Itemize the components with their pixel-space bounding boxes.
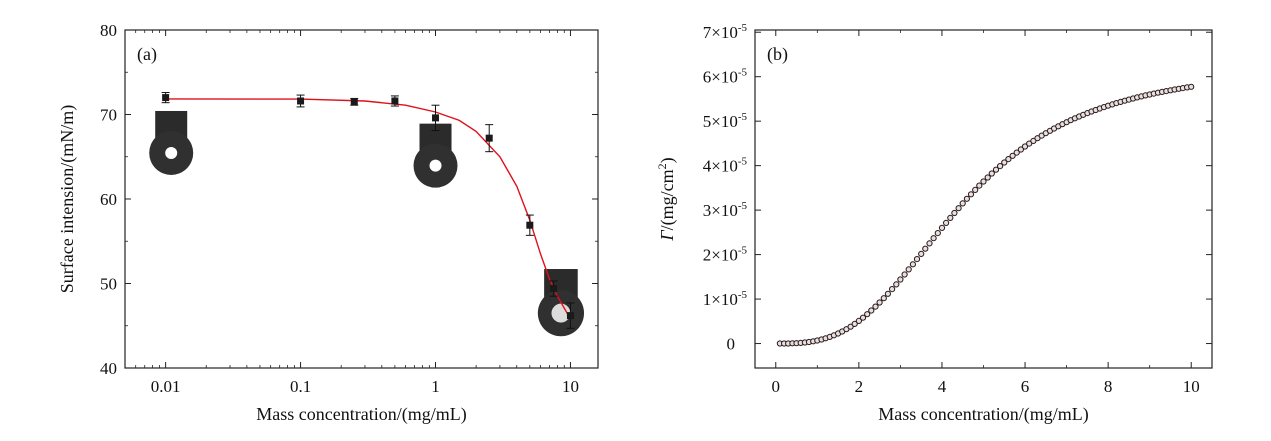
data-point-b [980,178,987,185]
data-point-b [872,303,879,310]
x-axis-title-b: Mass concentration/(mg/mL) [878,404,1088,425]
y-tick-label-b: 7×10-5 [703,22,748,42]
data-point-b [992,166,1000,173]
x-tick-label-b: 2 [855,377,864,396]
plot-frame-a [124,29,599,369]
y-tick-label-a: 50 [100,275,117,294]
data-point-b [984,174,991,181]
data-point-b [972,186,979,193]
data-point-b [959,200,966,207]
data-point-a [162,94,170,102]
data-point-b [1005,156,1012,163]
data-point-b [976,182,983,189]
data-point-b [988,170,995,177]
y-tick-label-a: 80 [100,21,117,40]
panel-label-a: (a) [137,44,157,65]
x-tick-label-a: 1 [431,377,440,396]
data-point-b [859,314,867,321]
droplet-image [537,269,585,337]
data-point-b [855,317,863,324]
plot-frame-b [754,29,1213,369]
data-point-b [934,230,941,237]
x-tick-label-a: 0.1 [290,377,311,396]
data-point-a [350,98,358,106]
data-point-b [847,323,854,330]
data-point-b [1021,143,1029,150]
x-tick-label-a: 10 [562,377,579,396]
y-tick-label-b: 3×10-5 [703,200,748,220]
data-point-b [864,311,871,318]
data-point-b [868,307,875,314]
y-tick-label-b: 1×10-5 [703,289,748,309]
data-point-b [876,299,883,306]
droplet-highlight [551,303,571,323]
data-point-a [432,114,440,122]
data-point-b [930,235,937,242]
x-tick-label-a: 0.01 [151,377,181,396]
data-point-b [1188,83,1195,90]
y-axis-title-b: Γ/(mg/cm2) [655,157,678,241]
y-tick-label-b: 2×10-5 [703,245,748,265]
panel-b: 0 2 4 6 8 10 0 1×10-5 2×10-5 3×10-5 4×10-5 5×10-5 6×… [655,22,1213,425]
data-point-b [963,195,971,202]
data-point-b [967,191,975,198]
data-point-a [526,221,534,229]
x-tick-label-b: 4 [938,377,947,396]
x-tick-label-b: 6 [1021,377,1030,396]
data-point-b [1013,149,1020,156]
data-point-b [1009,152,1016,159]
data-point-b [909,261,917,268]
y-tick-label-b: 6×10-5 [703,67,748,87]
data-point-b [918,250,925,257]
y-tick-label-a: 40 [100,359,117,378]
data-point-b [997,163,1004,170]
data-point-b [1001,159,1008,166]
fit-curve-a [165,98,572,320]
data-point-b [943,219,950,226]
panel-label-b: (b) [767,44,788,65]
data-point-b [851,320,858,327]
data-point-b [913,256,921,263]
data-point-a [550,285,558,293]
data-point-b [1017,146,1025,153]
x-tick-label-b: 0 [772,377,781,396]
data-point-a [566,312,574,320]
data-point-b [947,214,954,221]
droplet-image [413,123,458,188]
data-point-b [884,290,892,297]
x-axis-title-a: Mass concentration/(mg/mL) [256,404,466,425]
panel-a: 0.01 0.1 1 10 40 50 60 70 80 Mass concentration/(… [57,21,599,425]
data-point-a [391,97,399,105]
data-point-a [485,134,493,142]
y-tick-label-b: 0 [727,335,736,354]
x-tick-label-b: 8 [1104,377,1113,396]
data-point-b [951,209,958,217]
data-point-b [889,286,896,293]
data-point-b [955,205,962,212]
data-point-b [880,295,887,302]
data-point-b [905,266,912,273]
data-point-b [922,245,929,252]
y-axis-title-a: Surface intension/(mN/m) [57,105,78,293]
droplet-image [149,110,194,175]
data-point-a [297,97,305,105]
droplet-highlight [165,146,178,159]
x-tick-label-b: 10 [1183,377,1200,396]
y-tick-label-b: 5×10-5 [703,111,748,131]
data-point-b [901,271,908,278]
droplet-highlight [429,159,442,172]
data-point-b [1026,140,1033,147]
y-tick-label-b: 4×10-5 [703,156,748,176]
y-tick-label-a: 70 [100,106,117,125]
data-point-b [926,240,933,247]
data-point-b [897,276,904,283]
data-point-b [938,224,946,231]
y-tick-label-a: 60 [100,190,117,209]
data-point-b [893,281,900,288]
